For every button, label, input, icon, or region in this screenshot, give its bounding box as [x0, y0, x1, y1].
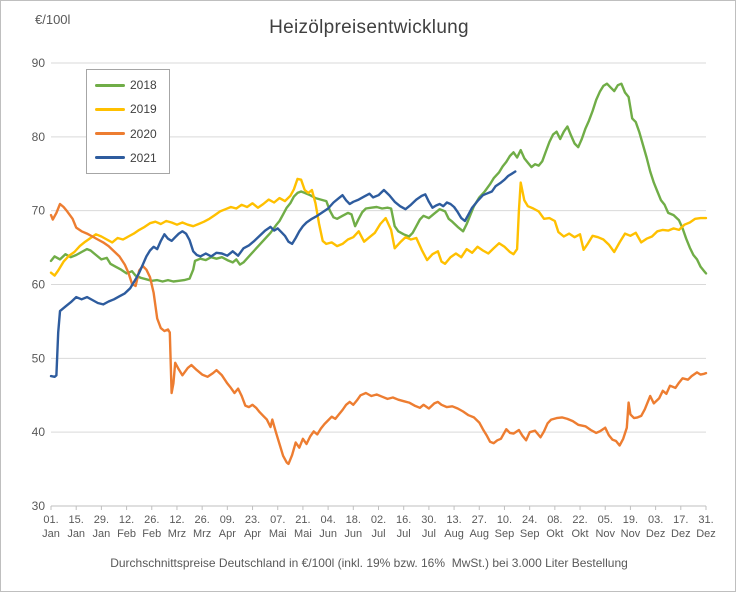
- y-axis-tick-label: 40: [32, 425, 46, 439]
- x-axis-tick-label: 31. Dez: [696, 514, 716, 540]
- legend-swatch-2019: [95, 107, 125, 111]
- x-axis-tick-label: 17. Dez: [671, 514, 691, 540]
- x-axis-tick-label: 15. Jan: [67, 514, 85, 540]
- x-axis-tick-label: 08. Okt: [546, 514, 563, 540]
- y-axis-tick-label: 80: [32, 130, 46, 144]
- legend-label: 2021: [130, 150, 157, 165]
- x-axis-tick-label: 05. Nov: [595, 514, 615, 540]
- legend-item-2020: 2020: [95, 127, 169, 141]
- x-axis-tick-label: 23. Apr: [244, 514, 261, 540]
- x-axis-tick-label: 10. Sep: [495, 514, 515, 540]
- series-line-2018: [49, 82, 708, 283]
- chart-legend: 2018 2019 2020 2021: [86, 69, 170, 174]
- x-axis-tick-label: 22. Okt: [571, 514, 588, 540]
- legend-swatch-2020: [95, 132, 125, 136]
- legend-item-2021: 2021: [95, 151, 169, 165]
- x-axis-tick-label: 26. Feb: [142, 514, 161, 540]
- legend-label: 2018: [130, 78, 157, 93]
- y-axis-tick-label: 60: [32, 278, 46, 292]
- x-axis-tick-label: 18. Jun: [344, 514, 362, 540]
- y-axis-tick-label: 70: [32, 204, 46, 218]
- x-axis-tick-label: 13. Aug: [444, 514, 464, 540]
- x-axis-tick-label: 26. Mrz: [193, 514, 211, 540]
- x-axis-tick-label: 12. Feb: [117, 514, 136, 540]
- legend-item-2019: 2019: [95, 102, 169, 116]
- x-axis-tick-label: 07. Mai: [269, 514, 287, 540]
- x-axis-tick-label: 03. Dez: [646, 514, 666, 540]
- y-axis-unit-label: €/100l: [35, 12, 71, 27]
- legend-item-2018: 2018: [95, 78, 169, 92]
- legend-label: 2020: [130, 126, 157, 141]
- series-line-2020: [49, 202, 708, 466]
- x-axis-tick-label: 19. Nov: [621, 514, 641, 540]
- series-line-2021: [49, 170, 517, 378]
- x-axis-tick-label: 27. Aug: [469, 514, 489, 540]
- legend-swatch-2021: [95, 156, 125, 160]
- x-axis-tick-label: 01. Jan: [42, 514, 60, 540]
- x-axis-tick-label: 30. Jul: [421, 514, 436, 540]
- chart-title: Heizölpreisentwicklung: [269, 17, 469, 38]
- legend-label: 2019: [130, 102, 157, 117]
- y-axis-tick-label: 30: [32, 499, 46, 513]
- x-axis-tick-label: 21. Mai: [294, 514, 312, 540]
- x-axis-tick-label: 12. Mrz: [168, 514, 186, 540]
- footer-note: Durchschnittspreise Deutschland in €/100…: [110, 556, 628, 570]
- x-axis-tick-label: 09. Apr: [219, 514, 236, 540]
- y-axis-tick-label: 90: [32, 56, 46, 70]
- series-line-2019: [49, 177, 708, 277]
- x-axis-tick-label: 24. Sep: [520, 514, 540, 540]
- legend-swatch-2018: [95, 83, 125, 87]
- x-axis-tick-label: 04. Jun: [319, 514, 337, 540]
- x-axis-tick-label: 02. Jul: [371, 514, 386, 540]
- x-axis-tick-label: 16. Jul: [396, 514, 411, 540]
- y-axis-tick-label: 50: [32, 351, 46, 365]
- x-axis-tick-label: 29. Jan: [93, 514, 111, 540]
